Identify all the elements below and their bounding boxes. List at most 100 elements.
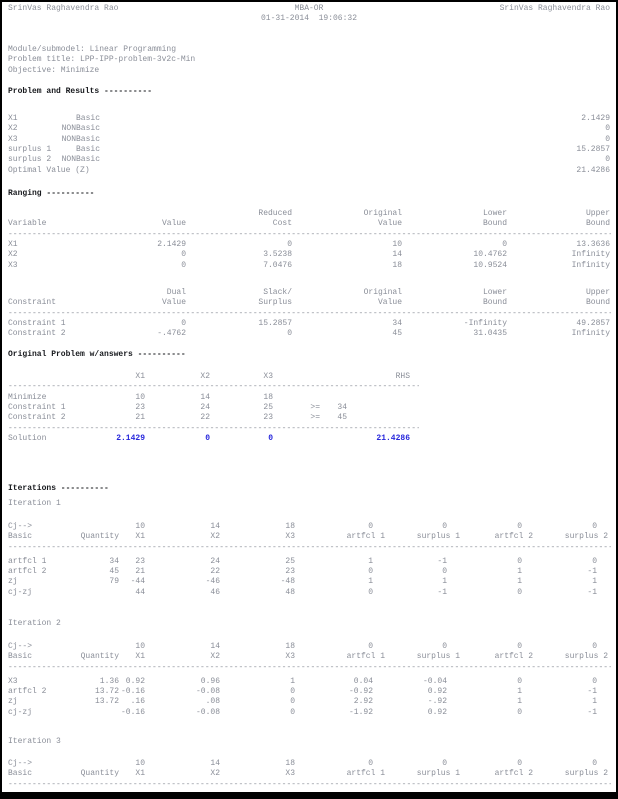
table-cell: -48	[280, 577, 295, 587]
table-cell: RHS	[395, 372, 410, 381]
table-row: artfcl 2 13.72 -0.16 -0.08 0 -0.92 0.92 1 -1	[2, 687, 616, 697]
header-author-left: SrinVas Raghavendra Rao	[8, 4, 119, 13]
table-cell: -1	[587, 687, 597, 697]
table-cell: 14	[210, 642, 220, 651]
table-cell: artfcl 1	[8, 556, 47, 566]
separator-dashes: ----------------------------------------…	[8, 662, 611, 672]
table-row: Cj--> 10 14 18 0 0 0 0	[2, 759, 616, 769]
section-heading: Iterations ----------	[8, 484, 109, 493]
table-cell: 0	[442, 522, 447, 531]
table-separator: ----------------------------------------…	[2, 424, 616, 434]
table-cell: 1	[592, 697, 597, 707]
table-cell: X1	[135, 769, 145, 779]
table-cell: 0	[517, 707, 522, 717]
table-row: cj-zj -0.16 -0.08 0 -1.92 0.92 0 -1	[2, 708, 616, 718]
table-cell: surplus 1	[8, 145, 52, 155]
table-cell: X3	[8, 134, 18, 144]
separator-dashes: ----------------------------------------…	[8, 423, 419, 433]
table-cell: 0	[368, 759, 373, 768]
table-cell: 10.4762	[473, 250, 507, 260]
table-cell: -1.92	[348, 707, 373, 717]
table-row: X1 Basic 2.1429	[2, 114, 616, 124]
table-row: Dual Slack/Original Lower Upper	[2, 288, 616, 298]
table-cell: X3	[8, 260, 18, 270]
table-cell: Basic	[8, 532, 33, 542]
problem-title-label: Problem title: LPP-IPP-problem-3v2c-Min	[8, 55, 196, 65]
table-cell: Upper	[585, 288, 610, 297]
table-cell: 1	[517, 697, 522, 707]
separator-dashes: ----------------------------------------…	[8, 779, 611, 789]
table-cell: Reduced	[258, 209, 292, 218]
separator-dashes: ----------------------------------------…	[8, 542, 611, 552]
table-cell: X1	[135, 532, 145, 542]
table-cell: 10	[135, 392, 145, 402]
table-cell: Minimize	[8, 392, 47, 402]
table-row: Solution 2.1429 0 0 21.4286	[2, 434, 616, 444]
table-cell: Quantity	[80, 532, 119, 542]
original-problem-heading: Original Problem w/answers ----------	[2, 350, 616, 360]
table-cell: X1	[8, 240, 18, 250]
table-separator: ----------------------------------------…	[2, 543, 616, 557]
table-cell: X2	[200, 372, 210, 381]
table-separator: ----------------------------------------…	[2, 230, 616, 240]
iteration-2-table: Cj--> 10 14 18 0 0 0 0 Basic Quantity X1 X2 X3 artfcl…	[2, 642, 616, 718]
table-cell: Upper	[585, 209, 610, 218]
table-cell: Bound	[482, 219, 507, 229]
table-cell: 0	[368, 567, 373, 577]
table-cell: Constraint 2	[8, 413, 66, 423]
table-row: zj 13.72 .16 .08 0 2.92 -.92 1 1	[2, 697, 616, 707]
table-cell: 25	[285, 556, 295, 566]
table-cell: 44	[135, 587, 145, 597]
table-row: X1 X2 X3 RHS	[2, 372, 616, 382]
separator-dashes: ----------------------------------------…	[8, 229, 611, 239]
table-cell: zj	[8, 697, 18, 707]
table-cell: 0	[517, 642, 522, 651]
table-cell: 1	[592, 577, 597, 587]
table-separator: ----------------------------------------…	[2, 309, 616, 319]
table-cell: Constraint 1	[8, 319, 66, 329]
table-cell: artfcl 2	[494, 532, 533, 542]
table-cell: NONBasic	[61, 134, 100, 144]
table-row: Reduced Original Lower Upper	[2, 209, 616, 219]
module-line: Module/submodel: Linear Programming	[2, 45, 616, 55]
table-cell: 46	[210, 587, 220, 597]
table-cell: 25	[263, 403, 273, 413]
table-row: artfcl 1 34 23 24 25 1 -1 0 0	[2, 557, 616, 567]
table-row: zj 79 -44 -46 -48 1 1 1 1	[2, 577, 616, 587]
table-row: Variable Value Cost Value Bound Bound	[2, 219, 616, 229]
table-cell: 14	[210, 522, 220, 531]
table-cell: -46	[205, 577, 220, 587]
table-cell: 0	[605, 134, 610, 144]
table-cell: Bound	[585, 298, 610, 308]
table-cell: 3.5238	[263, 250, 292, 260]
table-cell: 21	[135, 567, 145, 577]
table-cell: 22	[210, 567, 220, 577]
table-cell: -.92	[427, 697, 447, 707]
iteration-label: Iteration 2	[8, 619, 61, 628]
section-heading: Ranging ----------	[8, 189, 95, 198]
table-cell: 0	[368, 642, 373, 651]
table-cell: Basic	[8, 652, 33, 662]
table-cell: Dual	[166, 288, 186, 297]
table-cell: 22	[200, 413, 210, 423]
table-cell: 18	[285, 642, 295, 651]
table-cell: Basic	[75, 145, 100, 155]
table-cell: 13.3636	[576, 240, 610, 250]
table-cell: zj	[8, 577, 18, 587]
table-cell: 0	[268, 434, 273, 444]
table-cell: X2	[210, 652, 220, 662]
table-cell: artfcl 1	[346, 652, 385, 662]
table-cell: X2	[210, 769, 220, 779]
table-cell: Slack/	[263, 288, 292, 297]
table-row: X2 0 3.5238 14 10.4762 Infinity	[2, 250, 616, 260]
table-cell: 0.92	[125, 676, 145, 686]
table-cell: 48	[285, 587, 295, 597]
table-cell: X2	[8, 250, 18, 260]
table-cell: 0	[517, 522, 522, 531]
table-cell: 10.9524	[473, 260, 507, 270]
table-cell: 0	[517, 676, 522, 686]
table-cell: 34	[392, 319, 402, 329]
table-cell: artfcl 1	[346, 769, 385, 779]
table-cell: 23	[263, 413, 273, 423]
table-row: X1 2.1429 0 10 0 13.3636	[2, 240, 616, 250]
